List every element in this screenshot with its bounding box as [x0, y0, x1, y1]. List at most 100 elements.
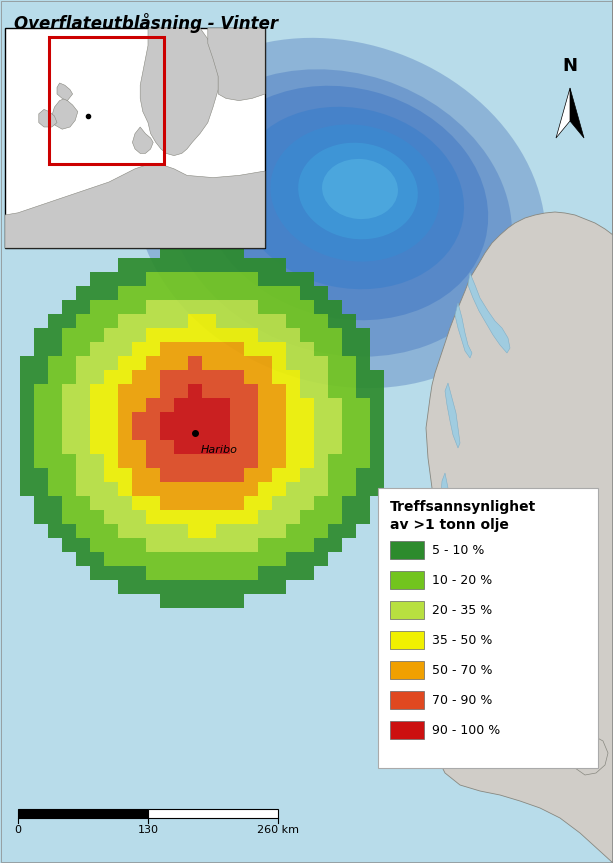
Bar [244, 384, 258, 398]
Bar [230, 384, 244, 398]
Bar [230, 286, 244, 300]
Bar [18, 809, 148, 818]
Bar [48, 524, 62, 538]
Bar [34, 510, 48, 524]
Bar [48, 496, 62, 510]
Bar [90, 300, 104, 314]
Bar [390, 571, 424, 589]
Bar [230, 356, 244, 370]
Bar [216, 566, 230, 580]
Polygon shape [508, 711, 560, 755]
Bar [20, 398, 34, 412]
Bar [216, 594, 230, 608]
Bar [300, 510, 314, 524]
Bar [62, 412, 76, 426]
Text: 10 - 20 %: 10 - 20 % [432, 574, 492, 587]
Bar [146, 566, 160, 580]
Bar [314, 538, 328, 552]
Polygon shape [572, 735, 608, 775]
Polygon shape [57, 83, 72, 101]
Bar [90, 524, 104, 538]
Bar [244, 328, 258, 342]
Bar [230, 300, 244, 314]
Bar [342, 370, 356, 384]
Bar [132, 496, 146, 510]
Bar [328, 426, 342, 440]
Bar [188, 538, 202, 552]
Bar [314, 384, 328, 398]
Bar [76, 496, 90, 510]
Bar [244, 258, 258, 272]
Bar [160, 286, 174, 300]
Bar [300, 300, 314, 314]
Bar [370, 370, 384, 384]
Bar [160, 272, 174, 286]
Bar [160, 328, 174, 342]
Bar [160, 426, 174, 440]
Bar [390, 601, 424, 619]
Bar [48, 328, 62, 342]
Bar [342, 440, 356, 454]
Bar [300, 538, 314, 552]
Bar [244, 272, 258, 286]
Bar [314, 426, 328, 440]
Bar [146, 496, 160, 510]
Bar [342, 356, 356, 370]
Bar [342, 468, 356, 482]
Bar [216, 258, 230, 272]
Bar [174, 412, 188, 426]
Bar [34, 412, 48, 426]
Bar [132, 454, 146, 468]
Bar [104, 356, 118, 370]
Bar [230, 552, 244, 566]
Bar [160, 342, 174, 356]
Bar [174, 258, 188, 272]
Bar [328, 370, 342, 384]
Bar [258, 566, 272, 580]
Bar [174, 510, 188, 524]
Bar [118, 580, 132, 594]
Bar [104, 314, 118, 328]
Bar [174, 328, 188, 342]
Bar [104, 440, 118, 454]
Bar [118, 510, 132, 524]
Bar [258, 482, 272, 496]
Bar [118, 370, 132, 384]
Bar [118, 272, 132, 286]
Bar [286, 412, 300, 426]
Bar [286, 496, 300, 510]
Bar [174, 384, 188, 398]
Bar [314, 328, 328, 342]
Bar [160, 566, 174, 580]
Bar [216, 328, 230, 342]
Bar [244, 524, 258, 538]
Bar [188, 356, 202, 370]
Bar [244, 398, 258, 412]
Bar [202, 342, 216, 356]
Bar [202, 300, 216, 314]
Bar [132, 412, 146, 426]
Ellipse shape [270, 124, 440, 261]
Bar [146, 314, 160, 328]
Bar [390, 721, 424, 739]
Bar [216, 496, 230, 510]
Bar [132, 524, 146, 538]
Bar [146, 552, 160, 566]
Bar [258, 398, 272, 412]
Bar [314, 398, 328, 412]
Bar [328, 440, 342, 454]
Bar [314, 552, 328, 566]
Bar [300, 272, 314, 286]
Bar [160, 524, 174, 538]
Bar [174, 496, 188, 510]
Bar [244, 468, 258, 482]
Bar [76, 384, 90, 398]
Bar [244, 496, 258, 510]
Bar [132, 384, 146, 398]
Bar [62, 440, 76, 454]
Bar [188, 510, 202, 524]
Bar [76, 552, 90, 566]
Bar [118, 398, 132, 412]
Bar [314, 510, 328, 524]
Bar [342, 482, 356, 496]
